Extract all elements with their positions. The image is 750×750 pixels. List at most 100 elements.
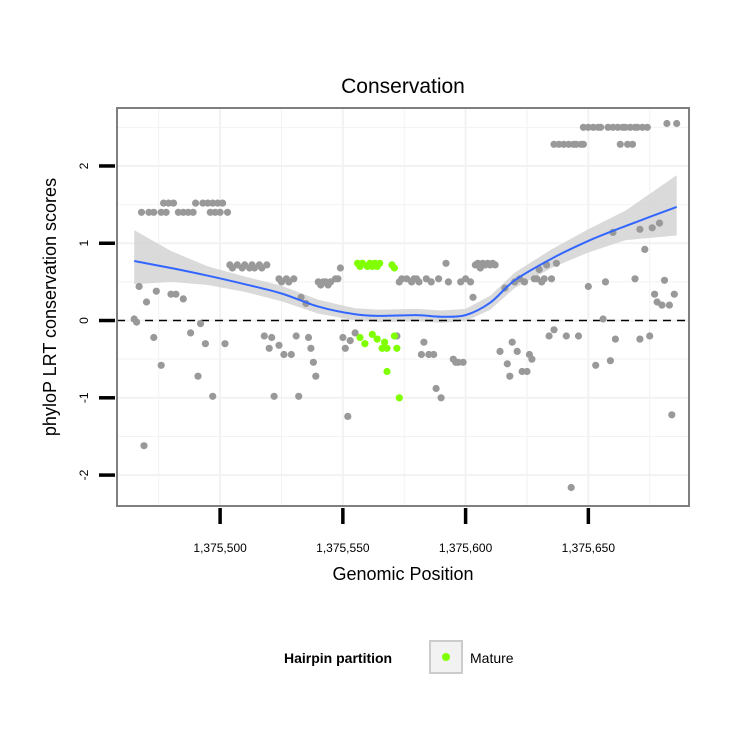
other-point: [655, 219, 664, 227]
mature-point: [390, 264, 398, 272]
scatter-points: [130, 119, 681, 492]
other-point: [636, 225, 644, 233]
other-point: [658, 301, 666, 309]
other-point: [133, 318, 141, 326]
other-point: [567, 483, 575, 492]
other-point: [135, 282, 143, 291]
other-point: [309, 358, 317, 366]
other-point: [152, 287, 160, 295]
other-point: [648, 224, 656, 232]
other-point: [668, 411, 676, 419]
other-point: [292, 332, 300, 340]
other-point: [290, 275, 298, 283]
x-tick-label: 1,375,650: [562, 541, 616, 555]
chart-title: Conservation: [341, 75, 465, 98]
other-point: [459, 358, 467, 366]
other-point: [469, 293, 477, 301]
other-point: [535, 265, 543, 274]
other-point: [432, 384, 440, 393]
other-point: [140, 442, 148, 450]
other-point: [160, 199, 168, 207]
other-point: [508, 338, 516, 346]
legend: Hairpin partition Mature: [284, 640, 514, 674]
y-tick-label: -1: [77, 392, 91, 403]
other-point: [268, 333, 276, 342]
other-point: [660, 276, 669, 284]
other-point: [275, 341, 283, 349]
other-point: [287, 350, 295, 359]
mature-point: [393, 344, 401, 352]
other-point: [209, 392, 217, 400]
other-point: [631, 275, 639, 283]
other-point: [415, 278, 423, 286]
other-point: [194, 372, 202, 380]
legend-label-mature: Mature: [470, 650, 514, 666]
panel-border: [116, 107, 690, 507]
other-point: [506, 372, 514, 380]
other-point: [216, 208, 224, 216]
other-point: [312, 372, 320, 380]
other-point: [435, 275, 443, 283]
confidence-ribbon: [134, 175, 677, 323]
other-point: [223, 208, 232, 216]
other-point: [341, 344, 349, 352]
other-point: [157, 361, 165, 369]
other-point: [270, 392, 278, 400]
x-tick-label: 1,375,550: [316, 541, 370, 555]
x-tick-label: 1,375,500: [193, 541, 247, 555]
other-point: [420, 338, 428, 346]
other-point: [150, 208, 158, 216]
other-point: [503, 360, 511, 368]
y-tick-label: 0: [77, 317, 91, 324]
other-point: [336, 264, 344, 272]
x-axis: 1,375,500 1,375,550 1,375,600 1,375,650: [193, 508, 615, 555]
plot-panel: [116, 107, 690, 507]
other-point: [169, 199, 178, 207]
other-point: [162, 208, 170, 216]
other-point: [606, 357, 615, 365]
mature-point: [361, 340, 369, 348]
mature-point: [395, 394, 403, 402]
other-point: [444, 278, 452, 286]
y-axis-title: phyloP LRT conservation scores: [40, 178, 60, 436]
other-point: [641, 245, 649, 253]
other-point: [189, 208, 197, 216]
other-point: [513, 347, 521, 355]
other-point: [599, 315, 607, 323]
other-point: [187, 329, 195, 337]
other-point: [307, 344, 315, 352]
other-point: [540, 275, 548, 283]
other-point: [616, 140, 624, 148]
other-point: [496, 347, 504, 355]
mature-point: [356, 333, 364, 342]
other-point: [192, 199, 200, 207]
y-tick-label: -2: [77, 469, 91, 480]
other-point: [636, 335, 644, 343]
other-point: [520, 278, 529, 286]
other-point: [265, 344, 273, 352]
other-point: [663, 119, 671, 128]
mature-point: [390, 332, 398, 340]
other-point: [597, 123, 605, 131]
legend-title: Hairpin partition: [284, 650, 392, 666]
other-point: [219, 199, 227, 207]
other-point: [601, 278, 610, 286]
x-tick-label: 1,375,600: [439, 541, 493, 555]
other-point: [545, 332, 553, 340]
other-point: [628, 140, 637, 148]
other-point: [142, 298, 151, 306]
other-point: [334, 275, 342, 283]
panel-background: [117, 108, 689, 506]
other-point: [427, 278, 435, 286]
other-point: [437, 394, 445, 402]
other-point: [346, 337, 354, 345]
other-point: [344, 412, 352, 420]
other-point: [528, 355, 536, 363]
other-point: [547, 275, 556, 283]
other-point: [665, 301, 674, 309]
other-point: [651, 290, 659, 298]
other-point: [633, 123, 642, 131]
mature-point: [381, 338, 389, 346]
other-point: [670, 290, 678, 298]
y-tick-label: 1: [77, 240, 91, 247]
